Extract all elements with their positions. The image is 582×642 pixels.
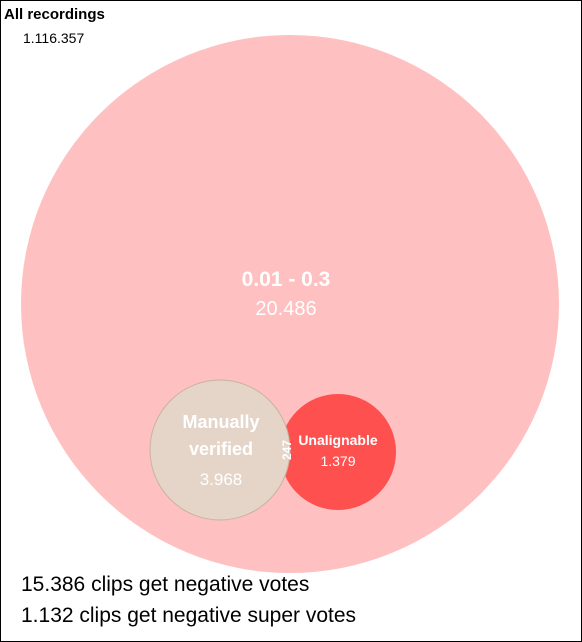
all-recordings-count: 1.116.357	[23, 30, 85, 46]
range-count: 20.486	[255, 298, 316, 320]
range-label: 0.01 - 0.3	[242, 268, 331, 291]
manually-verified-label-line2: verified	[189, 439, 253, 459]
manually-verified-circle	[149, 379, 291, 521]
unalignable-count: 1.379	[320, 453, 355, 469]
manually-verified-count: 3.968	[200, 470, 243, 489]
overlap-count: 247	[280, 440, 294, 460]
manually-verified-label-line1: Manually	[182, 412, 259, 432]
all-recordings-title: All recordings	[4, 6, 105, 23]
unalignable-circle	[280, 394, 396, 510]
unalignable-label: Unalignable	[298, 432, 378, 448]
negative-votes-note: 15.386 clips get negative votes	[21, 573, 310, 596]
negative-super-votes-note: 1.132 clips get negative super votes	[21, 604, 357, 627]
